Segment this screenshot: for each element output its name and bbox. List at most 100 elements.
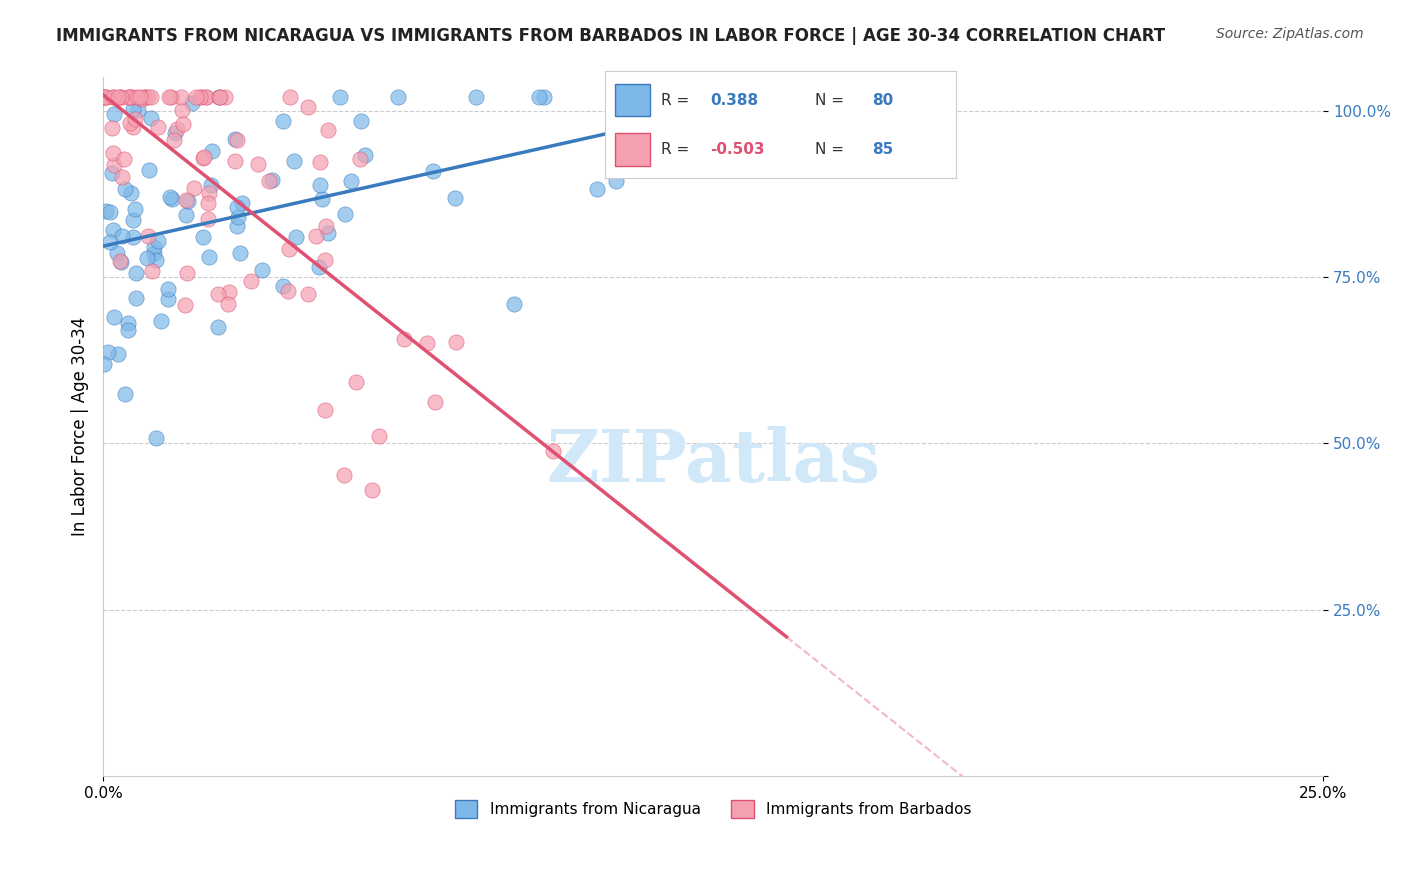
Text: R =: R = (661, 142, 695, 157)
Point (277, 284, 299, 298)
Point (120, 116, 142, 130)
Point (114, 181, 136, 195)
Point (201, 144, 224, 158)
Point (208, 90, 231, 104)
Point (136, 90, 159, 104)
Point (172, 103, 194, 118)
Point (305, 228, 328, 243)
Point (533, 90, 555, 104)
Point (122, 212, 145, 227)
Point (208, 90, 231, 104)
Point (139, 90, 162, 104)
Point (349, 152, 371, 166)
Point (605, 173, 627, 187)
Point (193, 152, 215, 166)
Point (444, 335, 467, 350)
Point (353, 147, 375, 161)
Point (224, 131, 246, 145)
Point (271, 279, 294, 293)
Point (194, 90, 217, 104)
FancyBboxPatch shape (616, 134, 650, 166)
Point (131, 92, 153, 106)
Point (333, 207, 356, 221)
Text: -0.503: -0.503 (710, 142, 765, 157)
Point (110, 90, 132, 104)
Point (283, 153, 305, 168)
Point (172, 117, 194, 131)
Point (603, 102, 626, 116)
Point (225, 219, 247, 233)
Point (226, 132, 249, 146)
Point (97, 345, 120, 359)
Point (98, 235, 121, 249)
Point (225, 200, 247, 214)
Point (315, 219, 337, 233)
Point (207, 320, 229, 334)
Point (117, 90, 139, 104)
Point (118, 90, 141, 104)
Point (316, 123, 339, 137)
Point (142, 246, 165, 260)
Point (101, 90, 124, 104)
Point (117, 323, 139, 337)
Point (101, 90, 124, 104)
Point (465, 90, 488, 104)
Point (93, 357, 115, 371)
Point (308, 260, 330, 274)
Point (146, 234, 169, 248)
Point (160, 90, 183, 104)
Point (226, 210, 249, 224)
Point (309, 154, 332, 169)
Point (127, 90, 149, 104)
Point (207, 287, 229, 301)
Point (112, 152, 135, 166)
Point (160, 192, 183, 206)
Point (166, 121, 188, 136)
Point (186, 90, 208, 104)
Point (103, 107, 125, 121)
Point (181, 95, 204, 110)
Legend: Immigrants from Nicaragua, Immigrants from Barbados: Immigrants from Nicaragua, Immigrants fr… (449, 794, 979, 824)
Point (100, 121, 122, 136)
Point (163, 133, 186, 147)
Point (278, 242, 301, 256)
Point (297, 100, 319, 114)
Point (157, 90, 180, 104)
Point (101, 166, 124, 180)
Point (239, 274, 262, 288)
Point (197, 212, 219, 227)
Point (114, 387, 136, 401)
Point (121, 102, 143, 116)
Point (96, 203, 118, 218)
Point (284, 229, 307, 244)
Point (392, 332, 415, 346)
Point (141, 111, 163, 125)
Point (145, 431, 167, 445)
Point (193, 230, 215, 244)
Point (195, 90, 218, 104)
Point (332, 468, 354, 483)
Point (541, 444, 564, 458)
Point (229, 245, 252, 260)
Point (107, 90, 129, 104)
Point (318, 226, 340, 240)
Point (94, 90, 117, 104)
Point (138, 163, 160, 178)
Point (218, 285, 240, 300)
Text: 85: 85 (872, 142, 893, 157)
FancyBboxPatch shape (616, 84, 650, 116)
Point (136, 229, 159, 244)
Point (246, 157, 269, 171)
Point (190, 90, 212, 104)
Point (329, 90, 352, 104)
Point (360, 483, 382, 498)
Point (129, 90, 152, 104)
Point (273, 114, 295, 128)
Point (177, 194, 200, 208)
Point (190, 90, 212, 104)
Point (231, 195, 253, 210)
Point (197, 195, 219, 210)
Text: N =: N = (815, 93, 849, 108)
Point (198, 186, 221, 200)
Point (260, 173, 283, 187)
